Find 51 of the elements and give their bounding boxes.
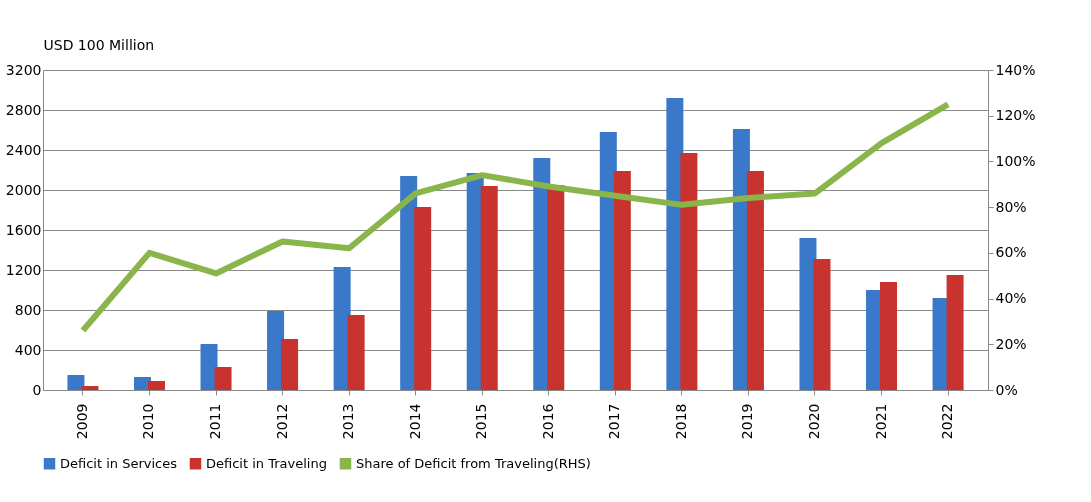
- x-tick-label: 2020: [805, 403, 822, 440]
- y2-tick-label: 120%: [995, 107, 1036, 124]
- x-tick-label: 2019: [739, 403, 756, 440]
- x-tick-label: 2009: [73, 403, 90, 440]
- x-tick-label: 2011: [207, 403, 224, 440]
- bar: [680, 153, 698, 390]
- y-tick-label: 0: [32, 381, 42, 398]
- legend-label: Deficit in Services: [60, 455, 178, 471]
- y-tick-label: 1200: [5, 261, 42, 278]
- bar: [946, 275, 964, 390]
- legend-label: Deficit in Traveling: [206, 455, 327, 471]
- y-tick-label: 1600: [5, 221, 42, 238]
- y2-tick-label: 40%: [995, 290, 1027, 307]
- bar: [880, 282, 898, 390]
- y2-tick-label: 80%: [995, 198, 1027, 215]
- y2-tick-label: 140%: [995, 61, 1036, 78]
- bar: [347, 315, 365, 390]
- x-tick-label: 2015: [473, 403, 490, 440]
- bar: [214, 367, 232, 390]
- y2-tick-label: 0%: [995, 381, 1018, 398]
- bar: [480, 186, 498, 390]
- bar: [200, 344, 218, 390]
- x-tick-label: 2022: [939, 403, 956, 440]
- x-tick-label: 2013: [340, 403, 357, 440]
- legend-label: Share of Deficit from Traveling(RHS): [356, 455, 591, 471]
- bar: [746, 171, 764, 390]
- x-tick-label: 2021: [872, 403, 889, 440]
- y-tick-label: 2800: [5, 101, 42, 118]
- y-tick-label: 800: [14, 301, 42, 318]
- y-tick-label: 2400: [5, 141, 42, 158]
- y2-tick-label: 100%: [995, 152, 1036, 169]
- x-tick-label: 2016: [539, 403, 556, 440]
- bar: [414, 207, 432, 390]
- y-tick-label: 3200: [5, 61, 42, 78]
- bar: [813, 259, 831, 390]
- y2-tick-label: 60%: [995, 244, 1027, 261]
- x-tick-label: 2017: [606, 403, 623, 440]
- bar: [613, 171, 631, 390]
- y-axis-title: USD 100 Million: [43, 36, 155, 53]
- bar: [547, 185, 565, 390]
- x-tick-label: 2014: [406, 403, 423, 440]
- bar: [281, 339, 299, 390]
- y-tick-label: 2000: [5, 181, 42, 198]
- bar: [81, 386, 99, 390]
- x-tick-label: 2018: [672, 403, 689, 440]
- x-tick-label: 2010: [140, 403, 157, 440]
- y-tick-label: 400: [14, 341, 42, 358]
- bar: [147, 381, 165, 390]
- x-tick-label: 2012: [273, 403, 290, 440]
- y2-tick-label: 20%: [995, 335, 1027, 352]
- bar: [67, 375, 85, 390]
